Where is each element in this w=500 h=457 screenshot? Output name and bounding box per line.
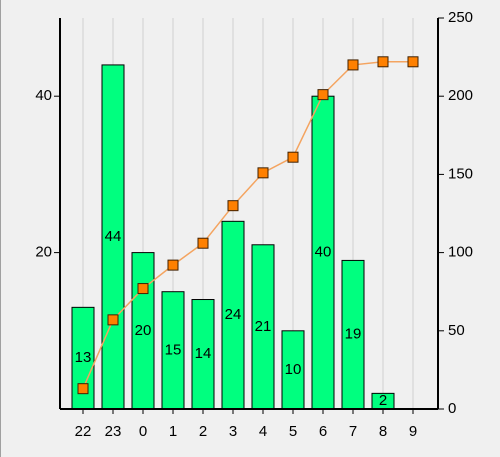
data-label: 15: [165, 341, 182, 358]
y2-tick-label: 250: [448, 9, 473, 26]
data-label: 20: [135, 322, 152, 339]
x-tick-label: 22: [75, 423, 92, 440]
y2-tick-label: 100: [448, 244, 473, 261]
marker: [137, 283, 149, 295]
marker: [197, 237, 209, 249]
marker: [77, 383, 89, 395]
x-tick-label: 9: [409, 423, 417, 440]
data-label: 2: [379, 392, 387, 409]
y2-tick-label: 200: [448, 87, 473, 104]
marker: [257, 167, 269, 179]
x-tick-label: 4: [259, 423, 267, 440]
x-tick-label: 1: [169, 423, 177, 440]
y-tick-label: 40: [35, 87, 52, 104]
y2-tick-label: 50: [448, 322, 465, 339]
data-label: 10: [285, 361, 302, 378]
x-tick-label: 7: [349, 423, 357, 440]
y2-tick-label: 0: [448, 400, 456, 417]
marker: [407, 56, 419, 68]
data-label: 14: [195, 345, 212, 362]
marker: [167, 259, 179, 271]
marker: [377, 56, 389, 68]
x-tick-label: 3: [229, 423, 237, 440]
marker: [107, 314, 119, 326]
data-label: 13: [75, 349, 92, 366]
marker: [227, 200, 239, 212]
x-tick-label: 8: [379, 423, 387, 440]
x-tick-label: 6: [319, 423, 327, 440]
data-label: 21: [255, 318, 272, 335]
data-label: 24: [225, 306, 242, 323]
x-tick-label: 5: [289, 423, 297, 440]
data-label: 19: [345, 326, 362, 343]
x-tick-label: 23: [105, 423, 122, 440]
y-tick-label: 20: [35, 244, 52, 261]
y2-tick-label: 150: [448, 165, 473, 182]
marker: [287, 151, 299, 163]
x-tick-label: 2: [199, 423, 207, 440]
data-label: 44: [105, 228, 122, 245]
marker: [317, 89, 329, 101]
marker: [347, 59, 359, 71]
x-tick-label: 0: [139, 423, 147, 440]
data-label: 40: [315, 244, 332, 261]
